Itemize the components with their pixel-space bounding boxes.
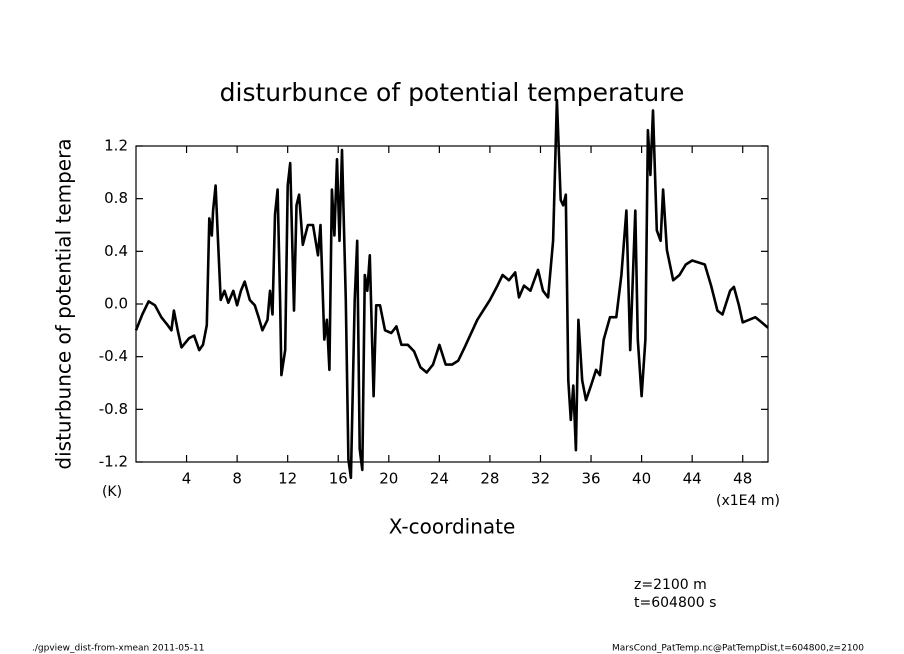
plot-frame bbox=[135, 145, 769, 463]
x-tick-label: 40 bbox=[632, 470, 651, 488]
y-tick-label: 0.4 bbox=[104, 242, 128, 260]
footer-left: ./gpview_dist-from-xmean 2011-05-11 bbox=[32, 644, 204, 654]
x-tick-label: 4 bbox=[182, 470, 192, 488]
y-axis-unit: (K) bbox=[102, 484, 122, 500]
y-tick-label: -0.8 bbox=[99, 400, 128, 418]
x-tick-label: 12 bbox=[278, 470, 297, 488]
y-axis-label: disturbunce of potential tempera bbox=[52, 138, 76, 469]
x-axis-label: X-coordinate bbox=[389, 515, 516, 539]
chart-title: disturbunce of potential temperature bbox=[220, 78, 685, 107]
x-tick-label: 16 bbox=[329, 470, 348, 488]
x-tick-label: 8 bbox=[232, 470, 242, 488]
y-tick-label: -0.4 bbox=[99, 347, 128, 365]
y-tick-label: -1.2 bbox=[99, 453, 128, 471]
x-tick-label: 20 bbox=[379, 470, 398, 488]
annotation: z=2100 m bbox=[634, 577, 707, 593]
x-tick-label: 48 bbox=[733, 470, 752, 488]
x-tick-label: 28 bbox=[480, 470, 499, 488]
data-line bbox=[134, 98, 769, 480]
y-tick-label: 1.2 bbox=[104, 137, 128, 155]
x-tick-label: 36 bbox=[581, 470, 600, 488]
x-axis-unit: (x1E4 m) bbox=[716, 493, 780, 509]
annotation: t=604800 s bbox=[634, 595, 716, 611]
y-tick-label: 0.0 bbox=[104, 295, 128, 313]
x-tick-label: 44 bbox=[683, 470, 702, 488]
footer-right: MarsCond_PatTemp.nc@PatTempDist,t=604800… bbox=[612, 644, 864, 654]
y-tick-label: 0.8 bbox=[104, 189, 128, 207]
x-tick-label: 32 bbox=[531, 470, 550, 488]
x-tick-label: 24 bbox=[430, 470, 449, 488]
